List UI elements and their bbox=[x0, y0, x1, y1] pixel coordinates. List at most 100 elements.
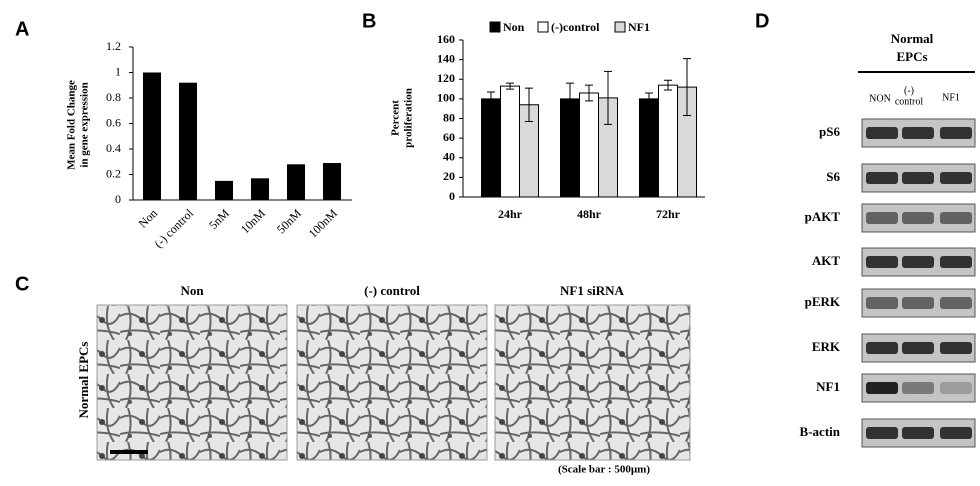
column-label: (-) bbox=[904, 85, 914, 96]
blot-band bbox=[940, 212, 972, 224]
blot-band bbox=[866, 127, 898, 139]
blot-band bbox=[902, 172, 934, 184]
y-tick-label: 80 bbox=[443, 110, 455, 124]
blot-band bbox=[940, 382, 972, 394]
blot-label: S6 bbox=[826, 169, 840, 184]
blot-label: AKT bbox=[812, 253, 841, 268]
bar bbox=[251, 178, 269, 200]
blot-band bbox=[940, 297, 972, 309]
y-tick-label: 20 bbox=[443, 169, 455, 183]
y-tick-label: 1 bbox=[115, 64, 121, 78]
y-axis-label: Percent bbox=[390, 100, 402, 136]
blot-label: pERK bbox=[805, 294, 841, 309]
blot-band bbox=[902, 297, 934, 309]
legend-swatch bbox=[537, 21, 549, 33]
image-title: (-) control bbox=[364, 283, 420, 298]
blot-band bbox=[866, 256, 898, 268]
blot-band bbox=[902, 427, 934, 439]
bar bbox=[287, 164, 305, 200]
micrograph bbox=[494, 304, 691, 461]
blot-band bbox=[866, 382, 898, 394]
y-tick-label: 0.2 bbox=[106, 166, 121, 180]
y-axis-label: in gene expression bbox=[79, 82, 91, 167]
y-tick-label: 0 bbox=[449, 189, 455, 203]
micrograph bbox=[296, 304, 488, 461]
blot-band bbox=[866, 172, 898, 184]
y-tick-label: 160 bbox=[437, 32, 455, 46]
x-tick-label: 48hr bbox=[577, 207, 602, 221]
column-label: NON bbox=[869, 93, 891, 104]
error-bar bbox=[525, 87, 533, 122]
x-tick-label: 24hr bbox=[498, 207, 523, 221]
legend-label: (-)control bbox=[551, 20, 600, 34]
column-label: control bbox=[895, 96, 924, 107]
blot-band bbox=[902, 212, 934, 224]
blot-label: pS6 bbox=[819, 124, 840, 139]
x-tick-label: (-) control bbox=[152, 206, 197, 251]
y-tick-label: 40 bbox=[443, 150, 455, 164]
blot-label: ERK bbox=[812, 339, 841, 354]
y-tick-label: 0.4 bbox=[106, 141, 121, 155]
column-label: NF1 bbox=[942, 92, 960, 103]
panel-c bbox=[96, 304, 691, 461]
header: EPCs bbox=[896, 49, 927, 64]
blot-band bbox=[902, 382, 934, 394]
y-tick-label: 0 bbox=[115, 192, 121, 206]
blot-band bbox=[902, 256, 934, 268]
x-tick-label: 10nM bbox=[238, 206, 268, 236]
blot-band bbox=[866, 342, 898, 354]
error-bar bbox=[566, 82, 574, 116]
panel-letter: C bbox=[15, 273, 29, 295]
blot-label: NF1 bbox=[816, 379, 840, 394]
blot-band bbox=[940, 342, 972, 354]
blot-band bbox=[902, 127, 934, 139]
blot-band bbox=[940, 256, 972, 268]
blot-band bbox=[940, 172, 972, 184]
legend-label: NF1 bbox=[628, 20, 650, 34]
panel-letter: D bbox=[755, 10, 769, 32]
micrograph bbox=[96, 304, 288, 461]
bar bbox=[500, 85, 520, 198]
y-tick-label: 60 bbox=[443, 130, 455, 144]
y-axis-label: proliferation bbox=[403, 88, 415, 148]
bar bbox=[658, 84, 678, 198]
blot-label: pAKT bbox=[805, 209, 841, 224]
error-bar bbox=[506, 82, 514, 90]
bar bbox=[215, 180, 233, 200]
x-tick-label: 50nM bbox=[274, 206, 304, 236]
error-bar bbox=[683, 58, 691, 117]
blot-band bbox=[902, 342, 934, 354]
blot-band bbox=[866, 297, 898, 309]
blot-band bbox=[940, 427, 972, 439]
legend-swatch bbox=[614, 21, 626, 33]
error-bar bbox=[664, 79, 672, 91]
bar bbox=[481, 98, 501, 198]
bar bbox=[143, 72, 161, 200]
header: Normal bbox=[891, 31, 934, 46]
error-bar bbox=[604, 70, 612, 125]
scale-note: (Scale bar : 500µm) bbox=[558, 464, 650, 476]
y-tick-label: 120 bbox=[437, 71, 455, 85]
legend-label: Non bbox=[503, 20, 525, 34]
panel-letter: B bbox=[362, 10, 376, 32]
image-title: Non bbox=[180, 283, 204, 298]
x-tick-label: 5nM bbox=[206, 206, 232, 232]
y-axis-label: Mean Fold Change bbox=[66, 80, 78, 170]
panel-letter: A bbox=[15, 18, 29, 40]
error-bar bbox=[645, 92, 653, 106]
bar bbox=[579, 92, 599, 198]
x-tick-label: 72hr bbox=[656, 207, 681, 221]
bar bbox=[323, 163, 341, 200]
blot-band bbox=[866, 212, 898, 224]
y-tick-label: 0.6 bbox=[106, 115, 121, 129]
x-tick-label: 100nM bbox=[306, 206, 341, 241]
bar bbox=[639, 98, 659, 198]
y-tick-label: 0.8 bbox=[106, 90, 121, 104]
blot-band bbox=[940, 127, 972, 139]
legend-swatch bbox=[489, 21, 501, 33]
blot-label: B-actin bbox=[800, 424, 841, 439]
blot-band bbox=[866, 427, 898, 439]
y-tick-label: 1.2 bbox=[106, 39, 121, 53]
image-title: NF1 siRNA bbox=[560, 283, 625, 298]
